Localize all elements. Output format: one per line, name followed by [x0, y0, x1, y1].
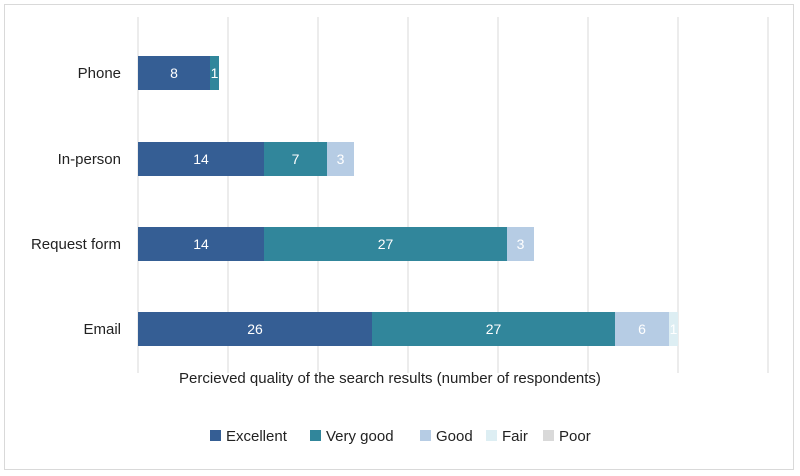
bar-in-person-excellent — [138, 142, 264, 176]
legend-label-excellent: Excellent — [226, 428, 288, 445]
data-label: 6 — [638, 321, 646, 337]
data-label: 3 — [517, 236, 525, 252]
category-label-phone: Phone — [78, 65, 121, 82]
bar-email-good — [615, 312, 669, 346]
legend-swatch-fair — [486, 430, 497, 441]
bar-request-form-very-good — [264, 227, 507, 261]
bar-in-person-very-good — [264, 142, 327, 176]
data-label: 27 — [486, 321, 502, 337]
data-label: 1 — [670, 321, 678, 337]
legend-swatch-good — [420, 430, 431, 441]
bar-email-excellent — [138, 312, 372, 346]
data-label: 8 — [170, 65, 178, 81]
bar-request-form-good — [507, 227, 534, 261]
legend-swatch-poor — [543, 430, 554, 441]
data-label: 14 — [193, 236, 209, 252]
legend-swatch-excellent — [210, 430, 221, 441]
chart-frame: 8 1 14 7 3 14 27 3 26 27 6 1 Phone In-person Request … — [4, 4, 794, 470]
x-axis-title: Percieved quality of the search results … — [179, 370, 601, 387]
legend-label-very-good: Very good — [326, 428, 394, 445]
data-label: 3 — [337, 151, 345, 167]
legend-label-poor: Poor — [559, 428, 591, 445]
bar-phone-very-good — [210, 56, 219, 90]
gridlines — [137, 17, 769, 373]
stacked-bar-chart: 8 1 14 7 3 14 27 3 26 27 6 1 Phone In-person Request … — [31, 17, 769, 445]
bar-phone-excellent — [138, 56, 210, 90]
data-label: 14 — [193, 151, 209, 167]
category-label-request-form: Request form — [31, 236, 121, 253]
legend-label-fair: Fair — [502, 428, 528, 445]
bars: 8 1 14 7 3 14 27 3 26 27 6 1 — [138, 56, 678, 346]
legend-swatch-very-good — [310, 430, 321, 441]
category-labels: Phone In-person Request form Email — [31, 65, 121, 338]
legend: Excellent Very good Good Fair Poor — [210, 428, 591, 445]
category-label-in-person: In-person — [58, 151, 121, 168]
bar-email-very-good — [372, 312, 615, 346]
bar-in-person-good — [327, 142, 354, 176]
data-label: 27 — [378, 236, 394, 252]
data-label: 26 — [247, 321, 263, 337]
data-label: 1 — [211, 65, 219, 81]
bar-email-fair — [669, 312, 678, 346]
category-label-email: Email — [83, 321, 121, 338]
bar-request-form-excellent — [138, 227, 264, 261]
data-label: 7 — [292, 151, 300, 167]
legend-label-good: Good — [436, 428, 473, 445]
